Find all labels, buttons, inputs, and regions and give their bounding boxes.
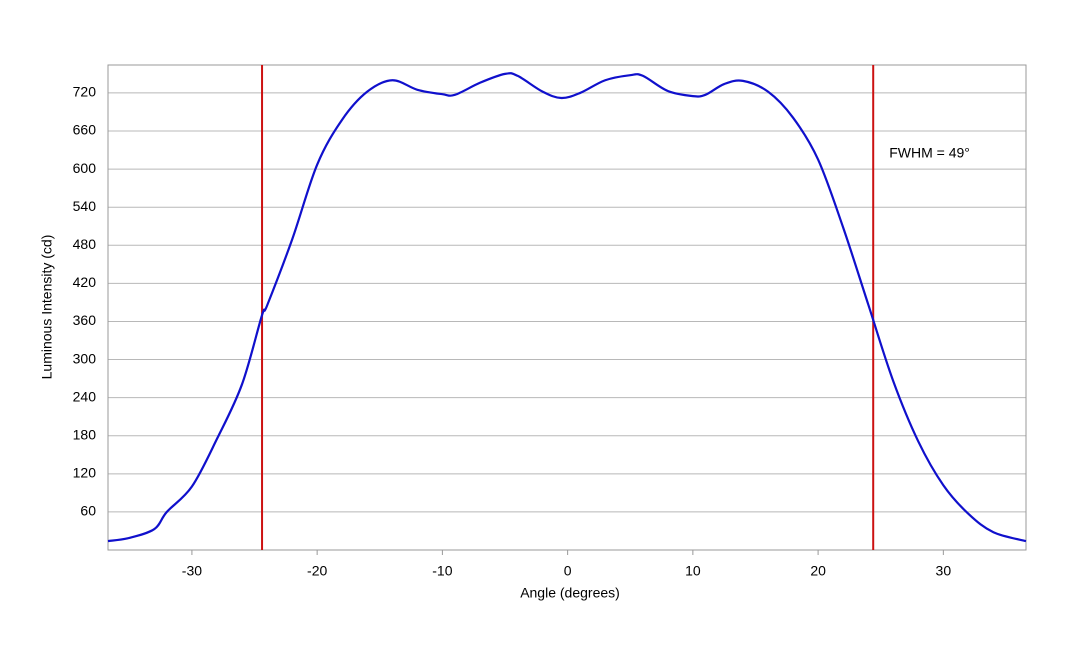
y-tick-label: 480 [73,236,97,252]
y-tick-label: 360 [73,312,97,328]
y-tick-label: 600 [73,160,97,176]
data-line [107,72,1027,543]
y-tick-label: 60 [80,503,96,519]
y-tick-label: 120 [73,465,97,481]
x-tick-label: 10 [685,563,701,579]
annotation: FWHM = 49° [889,145,970,161]
x-tick-label: 20 [810,563,826,579]
plot-frame [107,64,1027,551]
x-tick-label: 0 [564,563,572,579]
y-tick-label: 240 [73,388,97,404]
y-tick-label: 660 [73,122,97,138]
y-tick-label: 720 [73,84,97,100]
x-tick-label: -10 [432,563,452,579]
x-axis-label: Angle (degrees) [520,585,620,601]
y-tick-label: 300 [73,350,97,366]
y-tick-label: 420 [73,274,97,290]
y-tick-label: 180 [73,426,97,442]
x-tick-label: 30 [936,563,952,579]
x-tick-label: -20 [307,563,327,579]
x-tick-label: -30 [182,563,202,579]
y-axis-label: Luminous Intensity (cd) [39,235,55,380]
y-tick-label: 540 [73,198,97,214]
